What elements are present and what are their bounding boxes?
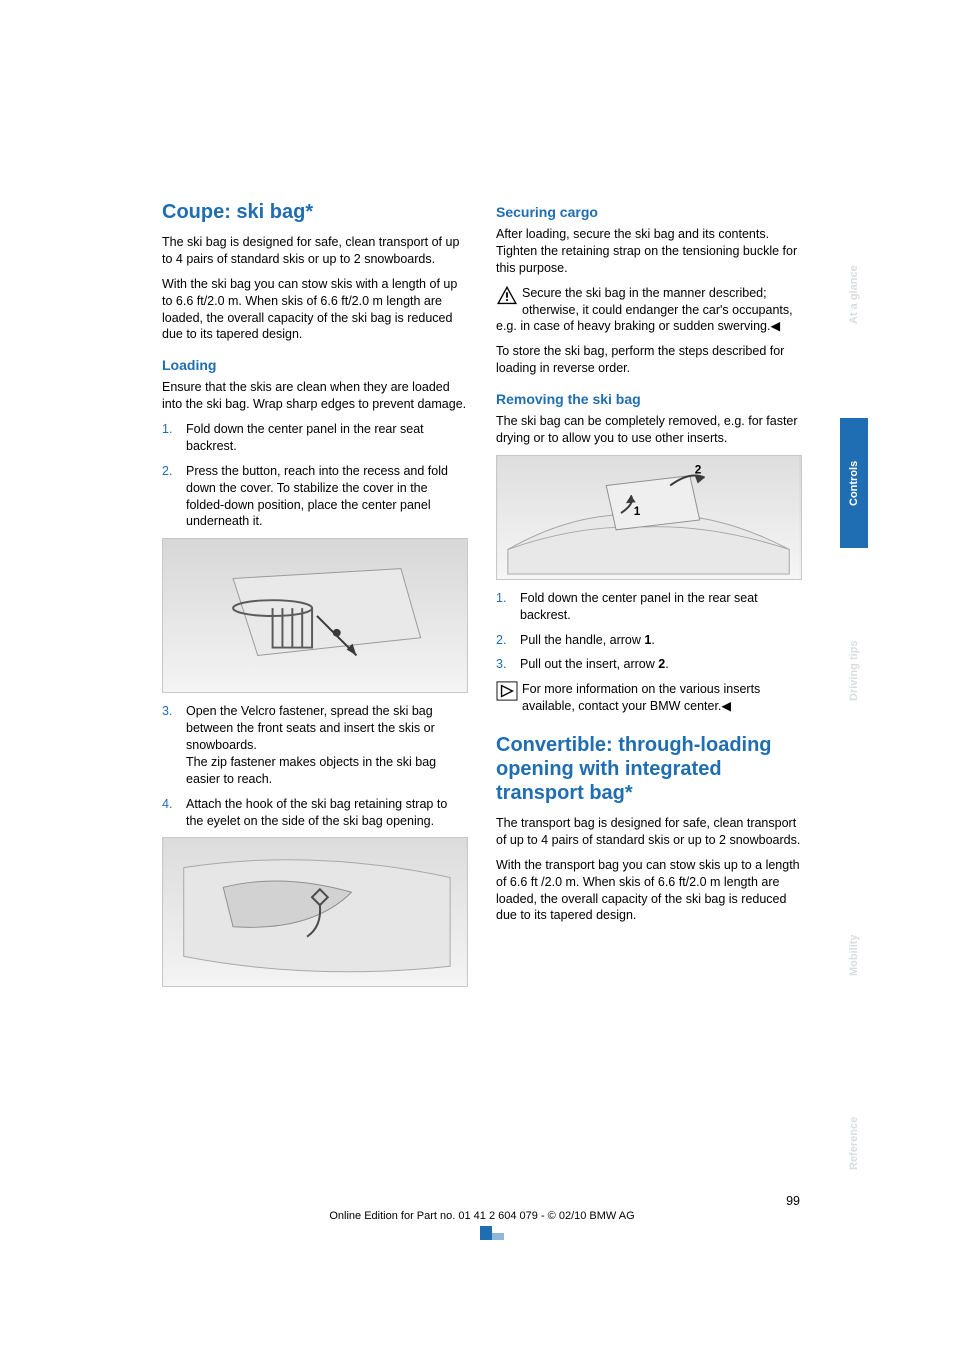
step-text: Open the Velcro fastener, spread the ski… <box>186 704 435 752</box>
step-text: The zip fastener makes objects in the sk… <box>186 755 436 786</box>
step-text: Fold down the center panel in the rear s… <box>186 422 424 453</box>
paragraph: The ski bag can be completely removed, e… <box>496 413 802 447</box>
step-number: 3. <box>162 703 172 720</box>
svg-text:2: 2 <box>695 462 702 476</box>
side-tab-mobility[interactable]: Mobility <box>840 890 868 1020</box>
page-number: 99 <box>162 1194 802 1208</box>
list-item: 3. Pull out the insert, arrow 2. <box>496 656 802 673</box>
side-tab-reference[interactable]: Reference <box>840 1078 868 1208</box>
step-text: Pull out the insert, arrow 2. <box>520 657 669 671</box>
step-number: 1. <box>162 421 172 438</box>
figure-cover-fold <box>162 538 468 693</box>
info-block: For more information on the various inse… <box>496 681 802 715</box>
side-tab-controls[interactable]: Controls <box>840 418 868 548</box>
paragraph: After loading, secure the ski bag and it… <box>496 226 802 277</box>
illustration-hook <box>164 838 466 986</box>
side-tab-driving-tips[interactable]: Driving tips <box>840 606 868 736</box>
list-item: 2. Press the button, reach into the reces… <box>162 463 468 531</box>
subheading-loading: Loading <box>162 357 468 373</box>
step-text: Attach the hook of the ski bag retaining… <box>186 797 447 828</box>
page-footer: 99 Online Edition for Part no. 01 41 2 6… <box>162 1194 802 1222</box>
paragraph: With the transport bag you can stow skis… <box>496 857 802 925</box>
warning-icon <box>496 285 518 305</box>
subheading-removing: Removing the ski bag <box>496 391 802 407</box>
loading-step-list: 1. Fold down the center panel in the rear… <box>162 421 468 530</box>
illustration-cover <box>164 539 466 692</box>
paragraph: With the ski bag you can stow skis with … <box>162 276 468 344</box>
step-number: 2. <box>162 463 172 480</box>
list-item: 3. Open the Velcro fastener, spread the … <box>162 703 468 787</box>
end-marker-icon: ◀ <box>770 319 780 333</box>
end-marker-icon: ◀ <box>721 699 731 713</box>
heading-coupe-ski-bag: Coupe: ski bag* <box>162 200 468 224</box>
step-number: 3. <box>496 656 506 673</box>
figure-rear-seat: 1 2 <box>496 455 802 580</box>
step-text: Pull the handle, arrow 1. <box>520 633 655 647</box>
svg-text:1: 1 <box>634 504 641 518</box>
step-number: 2. <box>496 632 506 649</box>
footer-line: Online Edition for Part no. 01 41 2 604 … <box>162 1210 802 1222</box>
subheading-securing-cargo: Securing cargo <box>496 204 802 220</box>
removing-step-list: 1. Fold down the center panel in the rear… <box>496 590 802 674</box>
warning-text: Secure the ski bag in the manner describ… <box>496 286 793 334</box>
paragraph: The transport bag is designed for safe, … <box>496 815 802 849</box>
figure-hook-eyelet <box>162 837 468 987</box>
page: Coupe: ski bag* The ski bag is designed … <box>0 0 954 1350</box>
list-item: 1. Fold down the center panel in the rear… <box>162 421 468 455</box>
step-text: Fold down the center panel in the rear s… <box>520 591 758 622</box>
step-text: Press the button, reach into the recess … <box>186 464 448 529</box>
note-icon <box>496 681 518 701</box>
content-columns: Coupe: ski bag* The ski bag is designed … <box>162 200 802 997</box>
side-tab-strip: At a glance Controls Driving tips Mobility R… <box>840 0 868 1350</box>
list-item: 2. Pull the handle, arrow 1. <box>496 632 802 649</box>
step-number: 1. <box>496 590 506 607</box>
loading-step-list-2: 3. Open the Velcro fastener, spread the … <box>162 703 468 829</box>
paragraph: To store the ski bag, perform the steps … <box>496 343 802 377</box>
step-number: 4. <box>162 796 172 813</box>
paragraph: Ensure that the skis are clean when they… <box>162 379 468 413</box>
right-column: Securing cargo After loading, secure the… <box>496 200 802 997</box>
list-item: 4. Attach the hook of the ski bag retaini… <box>162 796 468 830</box>
list-item: 1. Fold down the center panel in the rear… <box>496 590 802 624</box>
side-tab-at-a-glance[interactable]: At a glance <box>840 230 868 360</box>
heading-convertible: Convertible: through-loading opening wit… <box>496 733 802 805</box>
left-column: Coupe: ski bag* The ski bag is designed … <box>162 200 468 997</box>
footer-mark-icon <box>480 1226 510 1240</box>
illustration-rear-seat: 1 2 <box>498 456 799 579</box>
warning-block: Secure the ski bag in the manner describ… <box>496 285 802 336</box>
paragraph: The ski bag is designed for safe, clean … <box>162 234 468 268</box>
